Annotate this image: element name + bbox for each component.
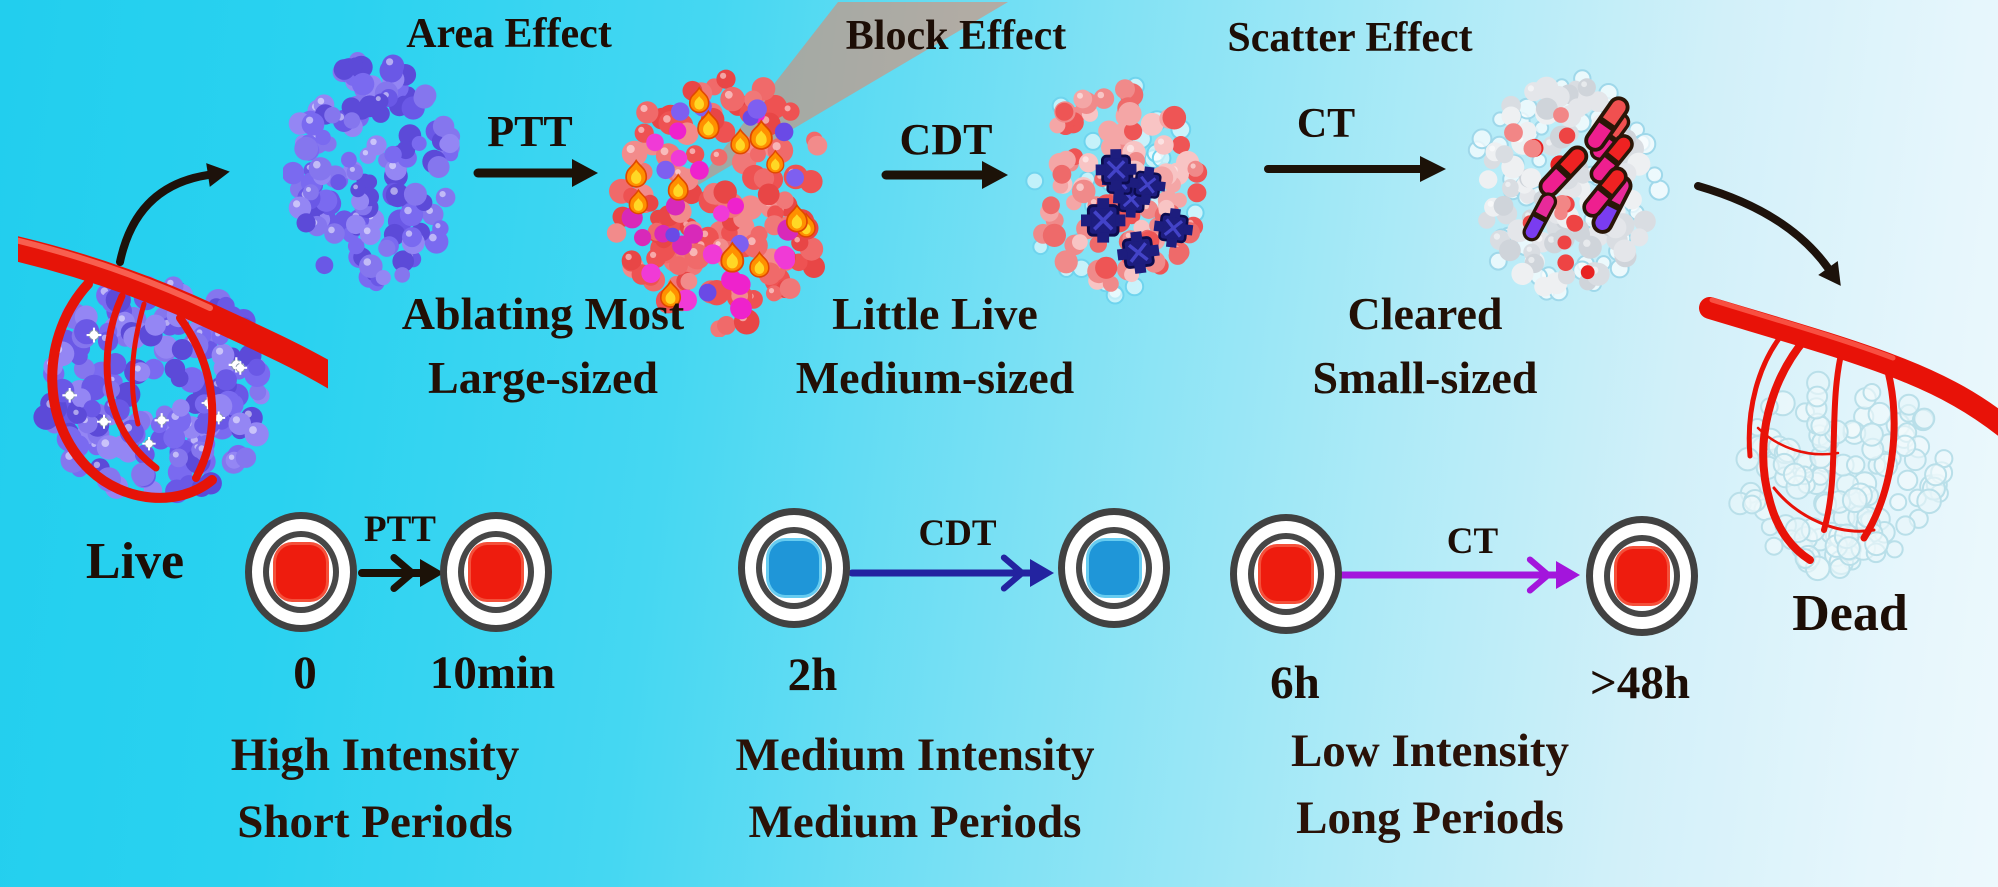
red-nucleus-icon (468, 542, 524, 602)
area-effect-description: Ablating Most Large-sized (401, 288, 685, 403)
live-to-area-curved-arrow (116, 163, 230, 266)
scatter-to-dead-curved-arrow (1694, 182, 1841, 286)
timeline-cdt-label: CDT (918, 513, 997, 554)
time-0-label: 0 (293, 647, 317, 699)
time-2h-label: 2h (787, 649, 838, 701)
timeline-ptt-arrow (358, 554, 444, 592)
cell-time-6h (1230, 514, 1342, 634)
scatter-effect-description: Cleared Small-sized (1312, 288, 1538, 403)
cell-time-10min (440, 512, 552, 632)
cell-time-0 (245, 512, 357, 632)
cdt-intensity-caption: Medium Intensity Medium Periods (735, 729, 1095, 848)
ct-intensity-caption: Low Intensity Long Periods (1290, 725, 1570, 844)
ct-label: CT (1296, 101, 1356, 147)
dead-tumor-vessel (1699, 297, 1998, 564)
cell-time-48h (1586, 516, 1698, 636)
time-10min-label: 10min (429, 647, 556, 699)
large-tumor-icon (283, 52, 461, 292)
dead-label: Dead (1792, 585, 1908, 642)
block-effect-title: Block Effect (845, 13, 1067, 59)
red-nucleus-icon (273, 542, 329, 602)
cdt-label: CDT (899, 115, 993, 164)
timeline-ct-label: CT (1446, 521, 1499, 562)
time-48h-label: >48h (1590, 657, 1690, 709)
ct-process-arrow (1264, 156, 1446, 182)
red-nucleus-icon (1258, 544, 1314, 604)
timeline-ct-arrow (1332, 556, 1580, 594)
cell-time-2h (738, 508, 850, 628)
ptt-process-arrow (473, 159, 598, 187)
scatter-effect-title: Scatter Effect (1227, 15, 1473, 61)
timeline-cdt-arrow (848, 554, 1054, 592)
cell-after-cdt (1058, 508, 1170, 628)
live-tumor-vessel (18, 236, 328, 503)
cdt-process-arrow (881, 161, 1008, 189)
blue-nucleus-icon (1086, 538, 1142, 598)
block-effect-description: Little Live Medium-sized (795, 288, 1075, 403)
dead-tumor-icon (1699, 297, 1998, 582)
blue-nucleus-icon (766, 538, 822, 598)
live-tumor-icon (18, 236, 328, 504)
red-nucleus-icon (1614, 546, 1670, 606)
ptt-intensity-caption: High Intensity Short Periods (230, 729, 520, 848)
time-6h-label: 6h (1270, 657, 1320, 709)
live-label: Live (85, 533, 185, 590)
ptt-label: PTT (487, 107, 573, 156)
timeline-ptt-label: PTT (364, 509, 436, 550)
cdt-blocked-tumor-icon (1025, 76, 1208, 305)
area-effect-title: Area Effect (406, 11, 612, 57)
